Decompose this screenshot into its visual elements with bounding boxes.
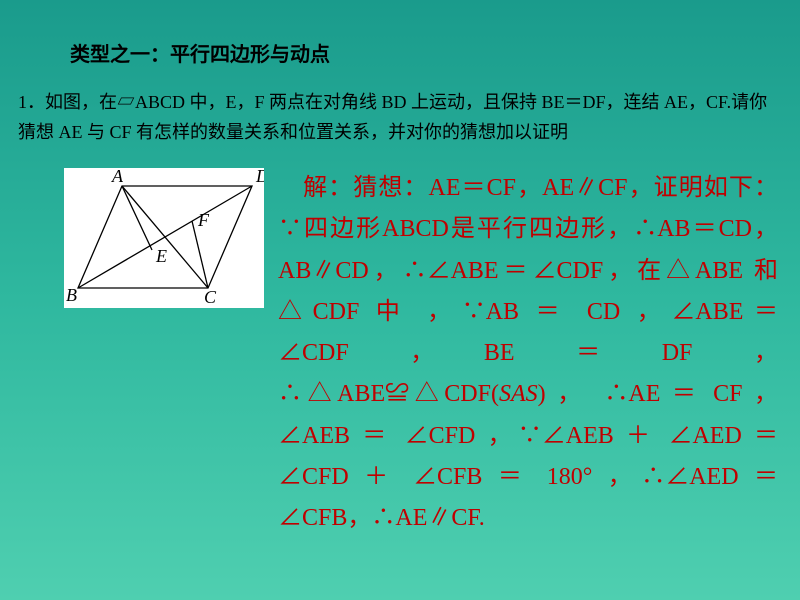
svg-text:E: E xyxy=(155,246,167,266)
section-heading: 类型之一：平行四边形与动点 xyxy=(70,38,330,67)
geometry-figure: A D B C F E xyxy=(64,168,264,308)
svg-text:A: A xyxy=(111,168,124,186)
svg-text:C: C xyxy=(204,287,217,307)
svg-text:D: D xyxy=(255,168,264,186)
solution-text: 解：猜想：AE＝CF，AE∥CF，证明如下：∵四边形ABCD是平行四边形，∴AB… xyxy=(278,168,778,539)
svg-text:B: B xyxy=(66,285,77,305)
svg-text:F: F xyxy=(197,210,210,230)
parallelogram-diagram: A D B C F E xyxy=(64,168,264,308)
problem-statement: 1．如图，在▱ABCD 中，E，F 两点在对角线 BD 上运动，且保持 BE＝D… xyxy=(18,88,782,147)
